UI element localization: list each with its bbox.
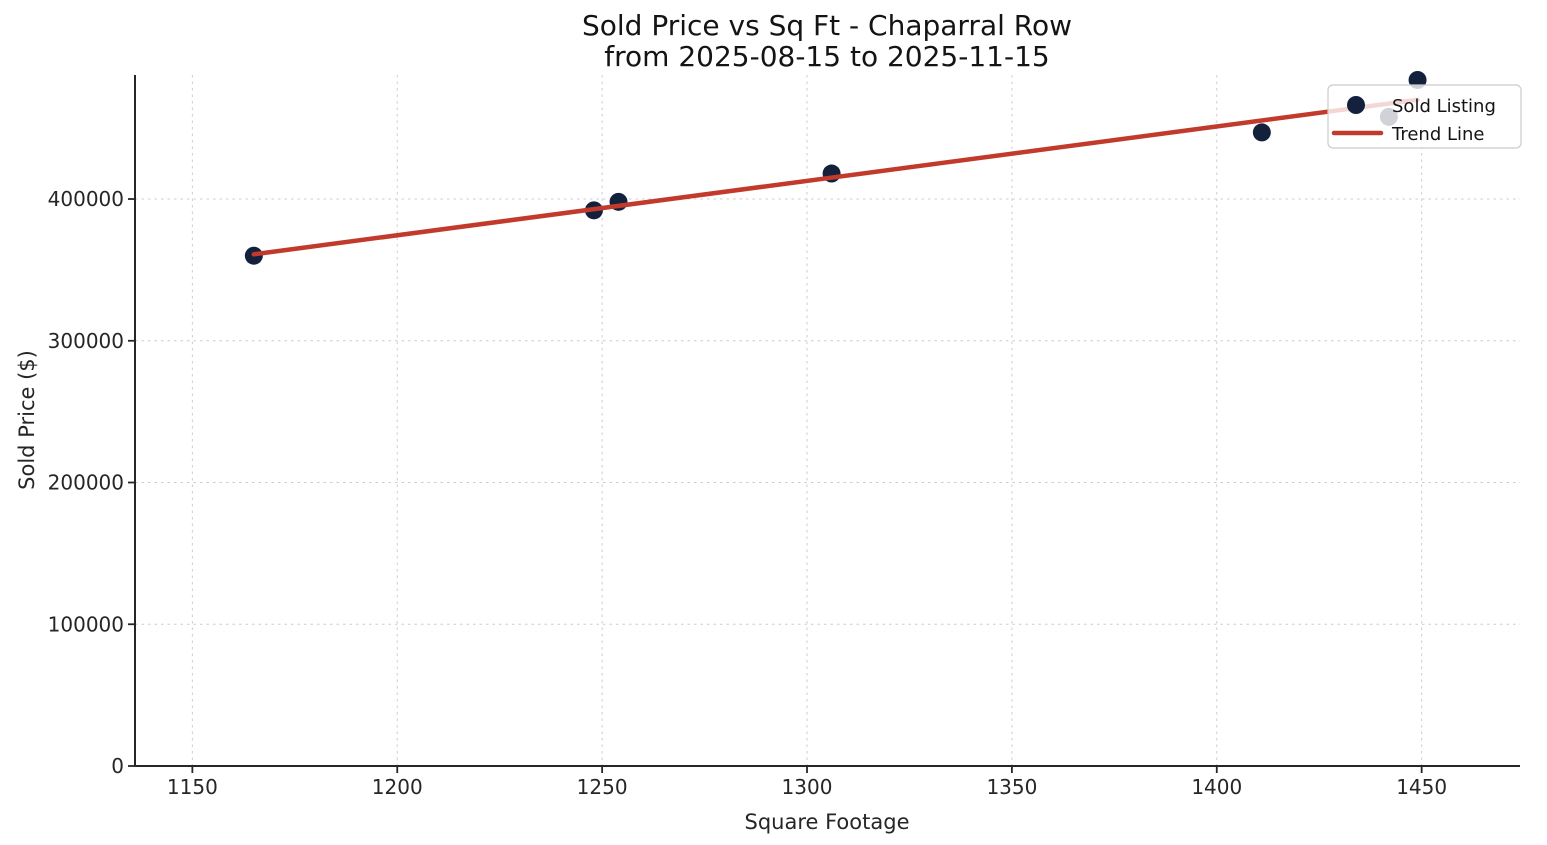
x-tick-label: 1350 [986,775,1037,799]
x-tick-label: 1300 [782,775,833,799]
x-tick-label: 1450 [1396,775,1447,799]
x-tick-label: 1250 [577,775,628,799]
legend-marker-dot [1347,96,1365,114]
y-axis-label: Sold Price ($) [15,350,39,490]
chart-title-line1: Sold Price vs Sq Ft - Chaparral Row [582,9,1072,42]
y-tick-label: 0 [111,754,124,778]
legend-label: Sold Listing [1392,96,1496,117]
x-tick-label: 1400 [1191,775,1242,799]
x-tick-label: 1200 [372,775,423,799]
x-tick-label: 1150 [167,775,218,799]
legend-label: Trend Line [1391,124,1485,145]
data-point [1252,123,1271,142]
y-tick-label: 200000 [48,471,124,495]
y-tick-label: 100000 [48,612,124,636]
y-tick-label: 300000 [48,329,124,353]
trend-line [251,97,1420,257]
y-tick-label: 400000 [48,187,124,211]
x-axis-label: Square Footage [745,810,910,834]
chart-title-line2: from 2025-08-15 to 2025-11-15 [604,40,1049,73]
